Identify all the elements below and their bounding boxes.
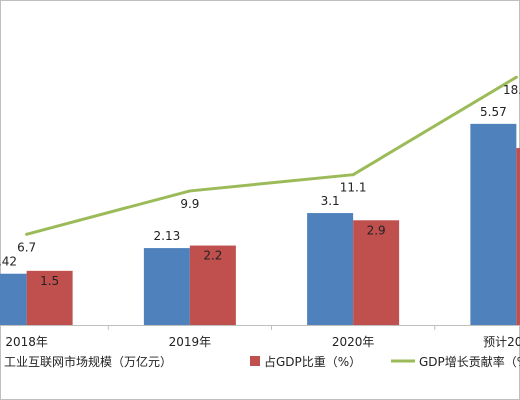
line-label-1: 6.7 — [17, 240, 36, 254]
line-label-3: 11.1 — [340, 181, 367, 195]
bar-label-1-2: 2.13 — [154, 229, 181, 243]
line-point-3 — [351, 173, 355, 177]
data-label-layer: 1.42 2.13 3.1 5.57 1.5 2.2 2.9 6.7 9.9 11.1 18.3 — [0, 83, 520, 288]
bar-2-4 — [516, 148, 520, 325]
bar-2-3 — [353, 220, 400, 325]
bar-1-3 — [307, 213, 354, 325]
line-point-2 — [188, 189, 192, 193]
bar-1-1 — [0, 273, 27, 325]
line-point-4 — [514, 75, 518, 79]
bar-label-1-4: 5.57 — [480, 105, 507, 119]
x-tick-label-2: 2019年 — [169, 335, 212, 349]
x-tick-label-1: 2018年 — [5, 335, 48, 349]
line-label-2: 9.9 — [180, 197, 199, 211]
bar-2-2 — [189, 245, 236, 325]
legend-swatch-2 — [250, 356, 260, 366]
bar-label-2-3: 2.9 — [367, 223, 386, 237]
bar-label-1-1: 1.42 — [0, 255, 17, 269]
bar-layer — [0, 123, 520, 325]
legend-label-3: GDP增长贡献率（%） — [419, 354, 520, 369]
x-tick-layer: 2018年 2019年 2020年 预计2021年 — [5, 325, 520, 349]
line-layer — [25, 75, 518, 236]
bar-1-2 — [143, 248, 190, 325]
line-point-1 — [25, 232, 29, 236]
line-label-4: 18.3 — [503, 83, 520, 97]
bar-label-2-1: 1.5 — [40, 274, 59, 288]
bar-label-2-2: 2.2 — [203, 249, 222, 263]
x-tick-label-4: 预计2021年 — [483, 335, 520, 349]
legend-label-2: 占GDP比重（%） — [264, 354, 361, 369]
x-tick-label-3: 2020年 — [332, 335, 375, 349]
line-series-1 — [26, 75, 518, 236]
legend: 工业互联网市场规模（万亿元） 占GDP比重（%） GDP增长贡献率（%） — [4, 354, 520, 369]
bar-1-4 — [470, 123, 517, 325]
bar-2-1 — [26, 270, 73, 325]
bar-label-1-3: 3.1 — [321, 194, 340, 208]
legend-label-1: 工业互联网市场规模（万亿元） — [4, 354, 172, 369]
